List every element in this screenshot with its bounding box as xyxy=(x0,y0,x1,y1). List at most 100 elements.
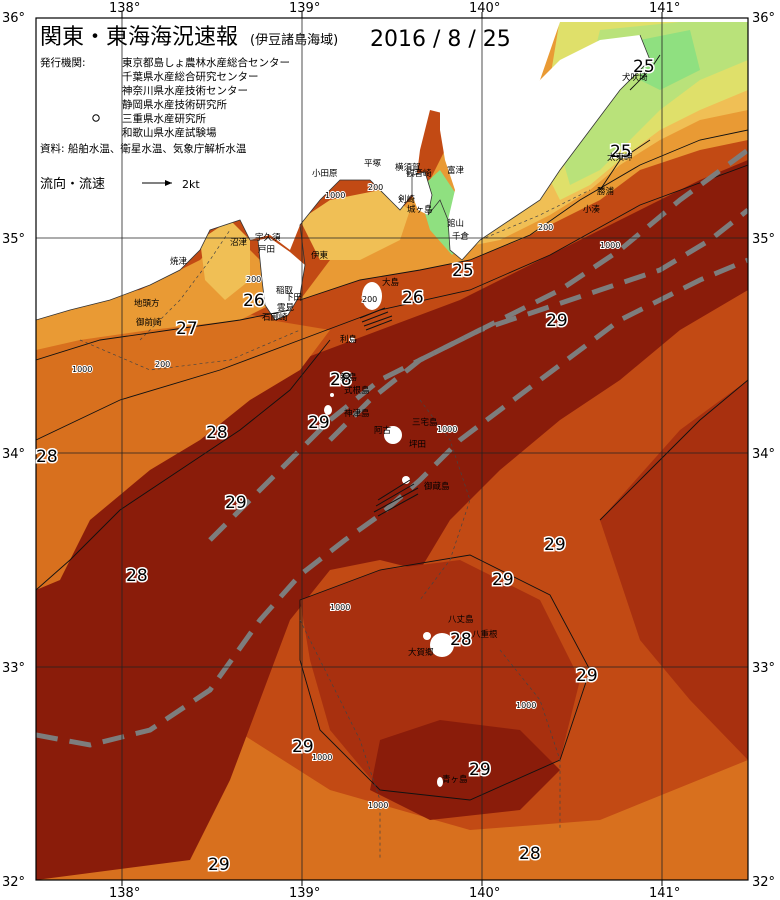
agency-1: 東京都島しょ農林水産総合センター xyxy=(122,56,290,69)
place-name-36: 青ヶ島 xyxy=(442,774,468,785)
kuroshio-axis-upper xyxy=(208,147,748,542)
place-name-33: 八丈島 xyxy=(448,614,474,625)
isotherm-label-19: 29 xyxy=(469,760,491,780)
legend-arrow-head xyxy=(165,180,172,186)
isotherm-label-14: 29 xyxy=(225,493,247,513)
place-name-26: 新島 xyxy=(340,372,358,383)
place-name-15: 下田 xyxy=(285,293,302,303)
place-name-18: 宇久須 xyxy=(255,232,281,243)
place-name-1: 太東岬 xyxy=(607,152,633,163)
agency-3: 神奈川県水産技術センター xyxy=(122,84,248,97)
place-name-20: 沼津 xyxy=(230,237,248,248)
isotherm-label-18: 29 xyxy=(292,737,314,757)
depth-contour-1000-d xyxy=(499,649,561,830)
agency-2: 千葉県水産総合研究センター xyxy=(122,70,259,83)
place-name-16: 石廊崎 xyxy=(262,312,288,323)
isotherm-label-17: 29 xyxy=(576,666,598,686)
island-niijima xyxy=(335,374,341,386)
agencies-label: 発行機関: xyxy=(40,56,86,69)
isotherm-label-11: 28 xyxy=(519,844,541,864)
isotherm-28-right xyxy=(599,379,748,521)
lon-label-bottom-140: 140° xyxy=(469,886,500,900)
place-name-11: 平塚 xyxy=(364,159,382,169)
isotherm-label-15: 29 xyxy=(544,535,566,555)
lat-label-left-33: 33° xyxy=(2,661,25,676)
depth-label-8: 1000 xyxy=(437,425,457,434)
place-name-0: 犬吠埼 xyxy=(622,72,648,83)
isotherm-label-5: 27 xyxy=(176,319,198,339)
lon-label-bottom-139: 139° xyxy=(289,886,320,900)
isotherm-28-west xyxy=(36,339,331,591)
depth-label-11: 1000 xyxy=(368,801,388,810)
lat-label-left-35: 35° xyxy=(2,232,25,247)
lon-label-top-139: 139° xyxy=(289,1,320,16)
island-miyakejima xyxy=(384,426,402,444)
place-name-14: 稲取 xyxy=(276,285,294,296)
depth-label-6: 1000 xyxy=(600,241,620,250)
lon-label-bottom-141: 141° xyxy=(649,886,680,900)
isotherm-label-0: 25 xyxy=(633,57,655,77)
lat-label-right-33: 33° xyxy=(752,661,775,676)
agency-6: 和歌山県水産試験場 xyxy=(122,126,217,139)
land-miura-peninsula xyxy=(412,172,432,215)
depth-contour-1000-b xyxy=(419,399,471,601)
land-boso-peninsula xyxy=(440,35,650,260)
temp-zone-29-patch xyxy=(370,720,560,820)
island-kozushima xyxy=(324,405,332,415)
place-name-32: 阿古 xyxy=(374,425,392,436)
place-name-25: 利島 xyxy=(340,334,358,345)
isotherm-26-sagami xyxy=(299,129,748,301)
isotherm-label-12: 29 xyxy=(546,311,568,331)
map-title: 関東・東海海況速報 xyxy=(40,25,238,50)
isotherm-label-13: 29 xyxy=(308,413,330,433)
place-name-31: 坪田 xyxy=(409,440,426,450)
place-name-23: 御前崎 xyxy=(136,317,162,328)
place-name-22: 地頭方 xyxy=(134,298,160,309)
depth-label-4: 200 xyxy=(538,223,553,232)
depth-contour-200-b xyxy=(479,189,591,241)
isotherm-25-choshi xyxy=(629,54,661,91)
isotherm-label-8: 28 xyxy=(36,447,58,467)
isotherm-label-4: 26 xyxy=(402,288,424,308)
current-arrows-oshima xyxy=(359,307,393,331)
depth-label-10: 1000 xyxy=(312,753,332,762)
temp-zone-29-core xyxy=(36,160,748,880)
depth-label-3: 200 xyxy=(155,360,170,369)
island-hachijo-kojima xyxy=(423,632,431,640)
lon-label-top-140: 140° xyxy=(469,1,500,16)
issue-date: 2016 / 8 / 25 xyxy=(370,27,511,52)
lon-label-bottom-138: 138° xyxy=(109,886,140,900)
place-name-24: 大島 xyxy=(382,277,400,288)
lon-label-top-141: 141° xyxy=(649,1,680,16)
place-name-12: 小田原 xyxy=(312,168,338,179)
place-name-28: 神津島 xyxy=(344,408,370,419)
place-name-21: 焼津 xyxy=(170,256,188,267)
depth-label-12: 1000 xyxy=(516,701,536,710)
place-name-34: 八重根 xyxy=(472,629,498,640)
place-name-30: 御蔵島 xyxy=(424,481,450,492)
agency-4: 静岡県水産技術研究所 xyxy=(122,98,227,111)
depth-label-0: 200 xyxy=(368,183,383,192)
map-frame xyxy=(35,17,749,881)
place-name-6: 富津 xyxy=(447,165,465,176)
place-name-2: 勝浦 xyxy=(597,186,615,197)
depth-label-1: 200 xyxy=(246,275,261,284)
agency-5: 三重県水産研究所 xyxy=(122,112,206,125)
kuroshio-axis-north xyxy=(328,208,748,442)
depth-contour-1000-a xyxy=(79,329,301,371)
current-arrows-mikura xyxy=(373,479,419,517)
lon-label-top-138: 138° xyxy=(109,1,140,16)
island-shikinejima xyxy=(330,393,334,397)
temp-zone-25-sagami xyxy=(300,190,410,260)
isotherm-label-3: 26 xyxy=(243,291,265,311)
island-oshima xyxy=(362,282,382,310)
agency-marker-circle xyxy=(92,114,100,122)
land-honshu xyxy=(36,18,748,320)
depth-label-5: 1000 xyxy=(325,191,345,200)
isotherm-25-boso xyxy=(599,139,651,191)
place-name-17: 雲見 xyxy=(277,303,295,313)
temp-zone-27-west xyxy=(36,300,330,590)
temp-zone-27-right xyxy=(600,380,748,760)
isotherm-label-7: 28 xyxy=(206,423,228,443)
